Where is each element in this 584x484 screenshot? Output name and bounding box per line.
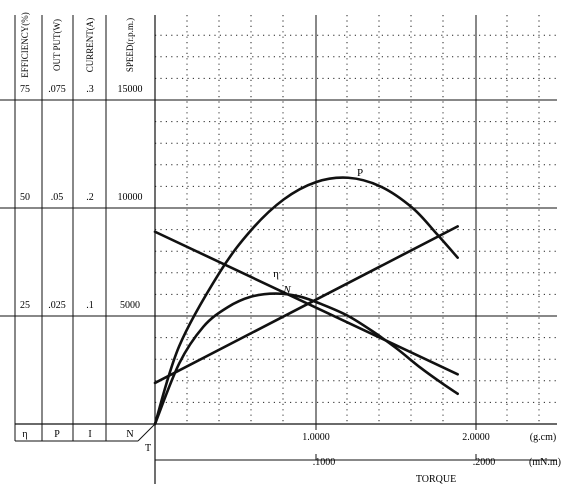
symbol-label: I <box>88 429 91 440</box>
chart-frame <box>14 15 557 484</box>
symbol-label: η <box>22 429 27 440</box>
x-tick-gcm: 2.0000 <box>462 432 490 443</box>
symbol-row-diagonal <box>137 423 156 442</box>
performance-curves <box>153 176 459 426</box>
curve-η <box>153 292 459 426</box>
curve-label-N: N <box>282 284 291 296</box>
tick-label-efficiency: 25 <box>20 300 30 311</box>
origin-label: T <box>145 443 151 454</box>
tick-label-speed: 5000 <box>120 300 140 311</box>
x-unit-gcm: (g.cm) <box>530 432 556 443</box>
curve-label-P: P <box>357 167 363 179</box>
axis-title-output: OUT PUT(W) <box>52 19 62 71</box>
tick-label-current: .3 <box>86 84 94 95</box>
major-grid <box>0 15 557 424</box>
x-tick-mnm: .1000 <box>313 457 336 468</box>
curve-label-efficiency: η <box>273 268 279 280</box>
axis-title-efficiency: EFFICIENCY(%) <box>20 12 30 78</box>
x-axis-title: TORQUE <box>416 474 456 484</box>
tick-label-speed: 15000 <box>118 84 143 95</box>
axis-title-speed: SPEED(r.p.m.) <box>125 18 135 72</box>
tick-label-output: .05 <box>51 192 64 203</box>
curve-N <box>153 230 459 376</box>
tick-label-output: .075 <box>48 84 66 95</box>
minor-grid <box>155 15 557 424</box>
x-tick-gcm: 1.0000 <box>302 432 330 443</box>
tick-label-current: .2 <box>86 192 94 203</box>
tick-label-output: .025 <box>48 300 66 311</box>
tick-label-current: .1 <box>86 300 94 311</box>
x-tick-mnm: .2000 <box>473 457 496 468</box>
symbol-label: P <box>54 429 60 440</box>
chart-labels: EFFICIENCY(%) OUT PUT(W) CURRENT(A) SPEED(r… <box>20 12 561 484</box>
axis-title-current: CURRENT(A) <box>85 18 95 73</box>
tick-label-efficiency: 75 <box>20 84 30 95</box>
curve-P <box>153 176 459 426</box>
tick-label-speed: 10000 <box>118 192 143 203</box>
tick-label-efficiency: 50 <box>20 192 30 203</box>
x-unit-mnm: (mN.m) <box>529 457 561 468</box>
symbol-label: N <box>126 429 133 440</box>
curve-I <box>153 225 459 385</box>
